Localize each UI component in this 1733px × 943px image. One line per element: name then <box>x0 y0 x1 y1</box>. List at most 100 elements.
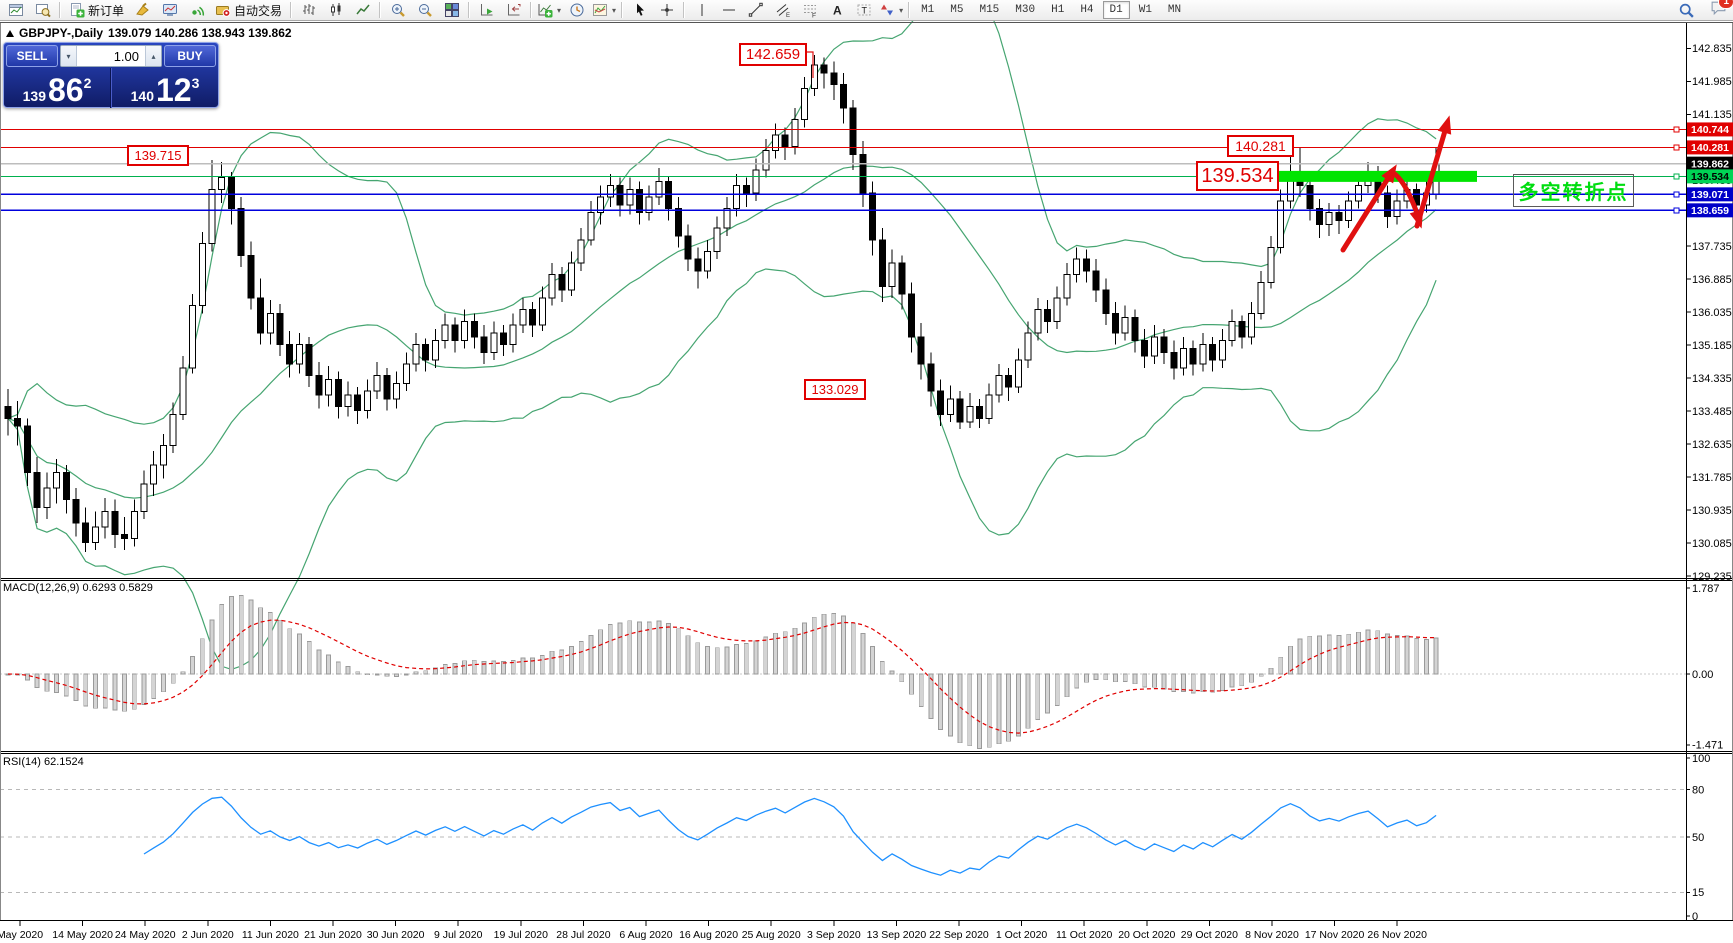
date-tick-label[interactable]: 25 Aug 2020 <box>742 929 801 941</box>
tile-windows-icon[interactable] <box>438 1 465 20</box>
lot-size-input[interactable] <box>77 47 145 65</box>
macd-histogram-bar <box>25 673 30 681</box>
timeframe-button-h1[interactable]: H1 <box>1051 4 1065 16</box>
chart-shift-icon[interactable] <box>500 1 527 20</box>
symbol-collapse-icon[interactable] <box>6 29 14 37</box>
terminal-icon[interactable] <box>156 1 183 20</box>
price-callout-139.715[interactable]: 139.715 <box>127 145 189 166</box>
price-callout-139.534[interactable]: 139.534 <box>1196 161 1279 191</box>
date-tick-label[interactable]: 24 May 2020 <box>115 929 176 941</box>
sell-button[interactable]: SELL <box>6 45 58 67</box>
date-tick-label[interactable]: 6 Aug 2020 <box>619 929 672 941</box>
date-tick-label[interactable]: 26 Nov 2020 <box>1367 929 1427 941</box>
timeframe-button-m15[interactable]: M15 <box>979 4 1000 16</box>
clock-icon[interactable] <box>563 1 590 20</box>
bull-candle <box>985 394 993 419</box>
trend-arrow[interactable] <box>1389 169 1421 219</box>
buy-price[interactable]: 140 12 3 <box>111 68 218 108</box>
macd-histogram-bar <box>1181 673 1186 692</box>
timeframe-button-d1[interactable]: D1 <box>1102 1 1130 19</box>
zoom-in-icon[interactable] <box>384 1 411 20</box>
auto-scroll-icon[interactable] <box>473 1 500 20</box>
bar-chart-icon[interactable] <box>295 1 322 20</box>
date-tick-label[interactable]: 17 Nov 2020 <box>1305 929 1365 941</box>
trend-arrow-head <box>1381 164 1397 184</box>
chart-window-icon[interactable] <box>2 1 29 20</box>
macd-histogram-bar <box>967 673 973 747</box>
candlestick-chart-icon[interactable] <box>322 1 349 20</box>
text-label-tool-icon[interactable]: T <box>850 1 877 20</box>
date-tick-label[interactable]: 8 Nov 2020 <box>1245 929 1299 941</box>
date-tick-label[interactable]: 20 Oct 2020 <box>1118 929 1175 941</box>
fibonacci-tool-icon[interactable]: F <box>796 1 823 20</box>
timeframe-button-m1[interactable]: M1 <box>921 4 935 16</box>
level-line-handle[interactable] <box>1673 126 1680 133</box>
level-line-handle[interactable] <box>1673 191 1680 198</box>
price-callout-133.029[interactable]: 133.029 <box>804 379 866 400</box>
sell-price[interactable]: 139 86 2 <box>4 68 111 108</box>
sweep-icon[interactable] <box>129 1 156 20</box>
price-badge-label: 139.862 <box>1691 158 1729 170</box>
trend-arrow[interactable] <box>1340 169 1395 253</box>
date-tick-label[interactable]: 11 Oct 2020 <box>1056 929 1113 941</box>
toolbar-separator <box>290 2 293 18</box>
date-tick-label[interactable]: 30 Jun 2020 <box>367 929 425 941</box>
price-callout-140.281[interactable]: 140.281 <box>1227 135 1294 157</box>
timeframe-button-h4[interactable]: H4 <box>1080 4 1094 16</box>
buy-button[interactable]: BUY <box>164 45 216 67</box>
bear-candle <box>529 309 537 326</box>
date-tick-label[interactable]: 22 Sep 2020 <box>929 929 989 941</box>
price-callout-142.659[interactable]: 142.659 <box>739 43 807 66</box>
date-tick-label[interactable]: 13 Sep 2020 <box>867 929 927 941</box>
trend-arrow[interactable] <box>1414 121 1450 229</box>
date-tick-label[interactable]: 29 Oct 2020 <box>1181 929 1238 941</box>
support-highlight-bar[interactable] <box>1277 170 1477 182</box>
date-tick-label[interactable]: 21 Jun 2020 <box>304 929 362 941</box>
signal-icon[interactable] <box>183 1 210 20</box>
level-line-handle[interactable] <box>1673 144 1680 151</box>
chart-templates-button[interactable]: ▾ <box>590 1 618 20</box>
date-tick-label[interactable]: 14 May 2020 <box>52 929 113 941</box>
level-line-handle[interactable] <box>1673 207 1680 214</box>
cursor-tool-icon[interactable] <box>626 1 653 20</box>
date-tick-label[interactable]: 2 Jun 2020 <box>182 929 234 941</box>
vertical-line-tool-icon[interactable] <box>688 1 715 20</box>
search-icon[interactable] <box>1673 1 1700 20</box>
zoom-out-icon[interactable] <box>411 1 438 20</box>
date-tick-label[interactable]: 1 Oct 2020 <box>996 929 1048 941</box>
text-tool-icon[interactable]: A <box>823 1 850 20</box>
lot-increase-button[interactable]: ▴ <box>145 46 161 66</box>
bull-candle <box>1354 184 1362 202</box>
timeframe-button-m30[interactable]: M30 <box>1015 4 1036 16</box>
line-chart-icon[interactable] <box>349 1 376 20</box>
macd-histogram-bar <box>1375 630 1381 675</box>
timeframe-button-m5[interactable]: M5 <box>950 4 964 16</box>
new-order-icon <box>71 3 85 18</box>
chat-button[interactable]: 1 <box>1710 0 1733 21</box>
date-tick-label[interactable]: 3 Sep 2020 <box>807 929 861 941</box>
date-tick-label[interactable]: 11 Jun 2020 <box>242 929 299 941</box>
new-chart-button[interactable]: ▾ <box>535 1 563 20</box>
new-order-button[interactable]: 新订单 <box>64 1 129 20</box>
arrows-tool-button[interactable]: ▾ <box>877 1 905 20</box>
crosshair-tool-icon[interactable] <box>653 1 680 20</box>
date-tick-label[interactable]: 19 Jul 2020 <box>494 929 548 941</box>
horizontal-line-tool-icon[interactable] <box>715 1 742 20</box>
timeframe-button-mn[interactable]: MN <box>1167 4 1182 16</box>
bull-candle <box>1267 247 1275 283</box>
bear-candle <box>14 417 22 427</box>
level-line-handle[interactable] <box>1673 173 1680 180</box>
profiles-icon[interactable] <box>29 1 56 20</box>
date-tick-label[interactable]: 9 Jul 2020 <box>434 929 483 941</box>
date-tick-label[interactable]: May 2020 <box>0 929 43 941</box>
lot-decrease-button[interactable]: ▾ <box>61 46 77 66</box>
bull-candle <box>577 239 585 264</box>
date-tick-label[interactable]: 28 Jul 2020 <box>556 929 610 941</box>
timeframe-button-w1[interactable]: W1 <box>1138 4 1152 16</box>
date-tick-label[interactable]: 16 Aug 2020 <box>679 929 738 941</box>
autotrade-button[interactable]: 自动交易 <box>210 1 287 20</box>
note-text-box[interactable]: 多空转折点 <box>1513 174 1634 207</box>
channel-tool-icon[interactable]: E <box>769 1 796 20</box>
trendline-tool-icon[interactable] <box>742 1 769 20</box>
